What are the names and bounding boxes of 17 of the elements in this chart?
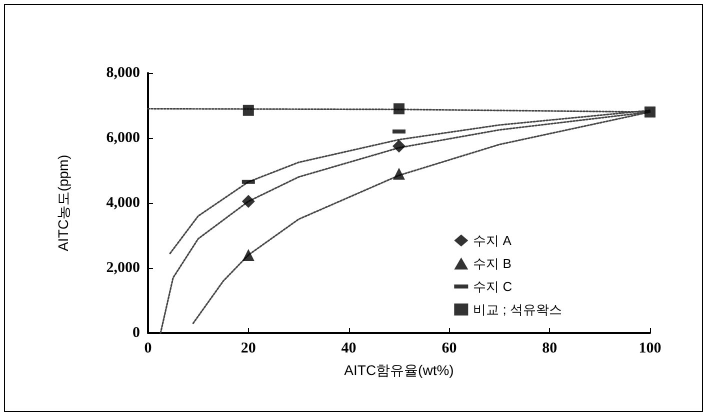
legend-label: 수지 C (473, 279, 512, 294)
x-tick-label: 80 (542, 340, 558, 356)
x-tick-label: 100 (638, 340, 662, 356)
legend-label: 수지 A (473, 233, 512, 248)
x-tick-label: 40 (341, 340, 356, 356)
y-axis-title: AITC농도(ppm) (55, 154, 71, 252)
x-tick-label: 60 (442, 340, 457, 356)
y-tick-label: 8,000 (106, 65, 140, 81)
x-tick-label: 20 (240, 340, 256, 356)
y-tick-label: 0 (132, 325, 140, 341)
y-tick-label: 6,000 (106, 130, 140, 146)
legend-label: 수지 B (473, 256, 512, 271)
y-tick-label: 2,000 (106, 260, 140, 276)
y-tick-label: 4,000 (106, 195, 140, 211)
legend-label: 비교 ; 석유왁스 (473, 302, 562, 317)
x-axis-title: AITC함유율(wt%) (344, 362, 454, 378)
x-tick-label: 0 (144, 340, 152, 356)
